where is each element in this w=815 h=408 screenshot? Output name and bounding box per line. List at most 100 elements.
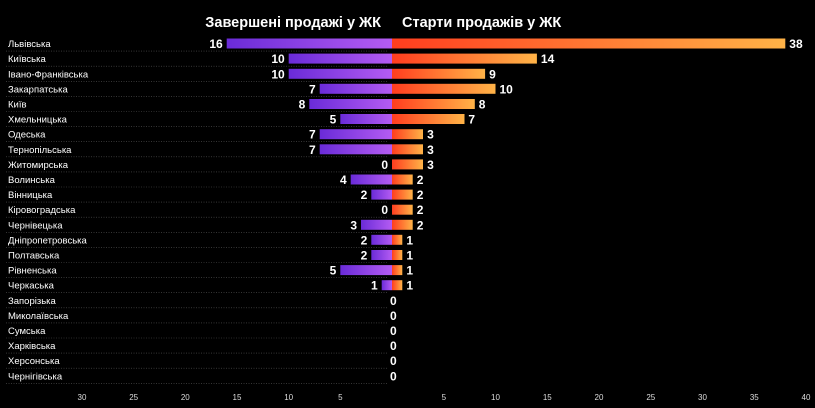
x-tick-left: 5 [338,393,343,402]
category-label: Чернівецька [8,220,63,231]
bar-completed [288,68,392,79]
value-label-completed: 10 [271,67,285,81]
value-label-started: 2 [417,218,424,232]
value-label-zero: 0 [390,369,397,383]
value-label-started: 3 [427,128,434,142]
value-label-started: 3 [427,143,434,157]
value-label-zero: 0 [390,354,397,368]
left-series-header: Завершені продажі у ЖК [205,15,381,31]
bar-started [392,83,496,94]
bar-completed [319,83,392,94]
bar-started [392,53,537,64]
category-label: Херсонська [8,356,60,367]
bar-started [392,234,403,245]
value-label-completed: 2 [361,233,368,247]
value-label-completed: 7 [309,143,316,157]
value-label-completed: 2 [361,188,368,202]
bar-completed [226,38,392,49]
value-label-started: 1 [406,279,413,293]
x-tick-right: 10 [491,393,500,402]
value-label-started: 3 [427,158,434,172]
value-label-started: 38 [789,37,803,51]
x-tick-right: 5 [442,393,447,402]
x-tick-right: 30 [698,393,707,402]
value-label-started: 1 [406,233,413,247]
value-label-started: 1 [406,264,413,278]
value-label-completed: 7 [309,128,316,142]
category-label: Рівненська [8,266,57,277]
bar-started [392,114,465,124]
value-label-started: 2 [417,173,424,187]
value-label-zero: 0 [390,309,397,323]
bar-completed [319,144,392,155]
category-label: Одеська [8,130,46,141]
value-label-started: 9 [489,67,496,81]
value-label-started: 7 [468,113,475,127]
x-tick-right: 25 [646,393,655,402]
category-label: Чернігівська [8,371,63,382]
bar-started [392,159,423,170]
category-label: Вінницька [8,190,53,201]
category-label: Хмельницька [8,115,68,126]
value-label-started: 1 [406,249,413,263]
bar-completed [340,265,392,276]
x-tick-left: 15 [233,393,242,402]
value-label-started: 14 [541,52,555,66]
category-label: Полтавська [8,251,60,262]
value-label-started: 2 [417,203,424,217]
bar-completed [371,234,392,245]
category-label: Житомирська [8,160,69,171]
value-label-completed: 16 [209,37,223,51]
value-label-zero: 0 [390,294,397,308]
category-label: Тернопільська [8,145,72,156]
value-label-started: 2 [417,188,424,202]
bar-completed [340,114,392,124]
category-label: Дніпропетровська [8,235,88,246]
category-label: Харківська [8,341,56,352]
bar-completed [371,189,392,200]
value-label-completed: 1 [371,279,378,293]
category-label: Запорізька [8,296,57,307]
bar-started [392,99,475,109]
value-label-completed: 2 [361,249,368,263]
bar-started [392,250,403,260]
value-label-started: 8 [479,98,486,112]
bar-started [392,144,423,155]
category-label: Черкаська [8,281,55,292]
bar-completed [309,99,392,109]
x-tick-left: 25 [129,393,138,402]
x-tick-left: 10 [284,393,293,402]
value-label-completed: 7 [309,82,316,96]
bar-completed [319,129,392,140]
value-label-zero: 0 [390,324,397,338]
right-series-header: Старти продажів у ЖК [402,15,561,31]
bar-started [392,38,786,49]
x-tick-right: 35 [750,393,759,402]
value-label-completed: 0 [381,158,388,172]
value-label-started: 10 [500,82,514,96]
category-label: Львівська [8,39,51,50]
bar-completed [361,219,392,230]
category-label: Миколаївська [8,311,69,322]
bar-started [392,265,403,276]
x-tick-right: 15 [543,393,552,402]
value-label-completed: 5 [330,264,337,278]
bar-completed [381,280,392,291]
value-label-zero: 0 [390,339,397,353]
bar-started [392,189,413,200]
category-label: Кіровоградська [8,205,76,216]
category-label: Закарпатська [8,84,68,95]
x-tick-left: 20 [181,393,190,402]
bar-started [392,204,413,215]
value-label-completed: 8 [299,98,306,112]
x-tick-right: 40 [802,393,811,402]
bar-completed [288,53,392,64]
value-label-completed: 10 [271,52,285,66]
category-label: Київ [8,100,27,111]
category-label: Київська [8,54,46,65]
value-label-completed: 3 [350,218,357,232]
x-tick-left: 30 [78,393,87,402]
category-label: Сумська [8,326,46,337]
bar-started [392,280,403,291]
bar-started [392,68,486,79]
